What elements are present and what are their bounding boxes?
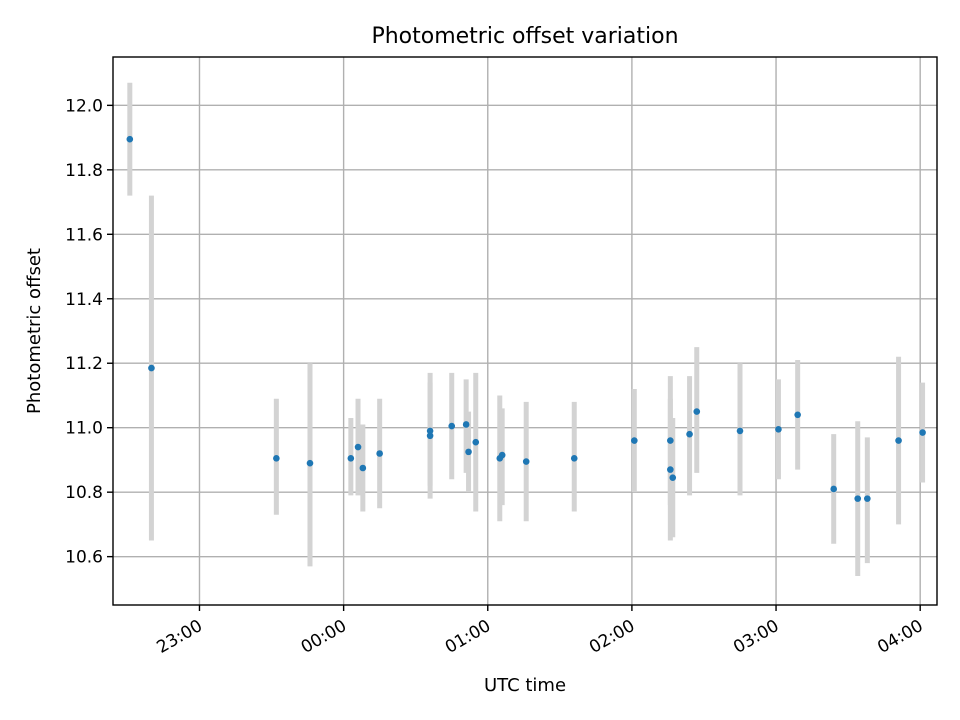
data-point (631, 437, 638, 444)
data-point (830, 485, 837, 493)
y-tick-label: 10.6 (65, 548, 103, 568)
data-point (376, 450, 383, 457)
x-tick-label: 02:00 (586, 616, 638, 658)
data-point (148, 364, 155, 372)
data-point (426, 432, 434, 440)
data-point (693, 408, 701, 415)
data-point (273, 455, 280, 462)
x-tick-label: 03:00 (730, 616, 782, 658)
y-tick-label: 11.8 (65, 161, 103, 181)
grid-lines (113, 57, 937, 605)
data-point (667, 466, 674, 473)
data-point (498, 451, 506, 459)
data-point (775, 426, 782, 433)
x-tick-label: 00:00 (298, 616, 350, 658)
y-tick-label: 11.2 (65, 354, 103, 374)
data-point (794, 411, 801, 419)
chart-title: Photometric offset variation (371, 24, 678, 49)
x-axis-label: UTC time (484, 675, 566, 696)
y-tick-label: 11.4 (65, 290, 103, 310)
data-point (465, 448, 472, 456)
data-point (669, 474, 677, 481)
data-point (426, 427, 434, 435)
x-tick-label: 23:00 (154, 616, 206, 658)
data-point (347, 455, 355, 462)
data-point (354, 443, 362, 451)
y-tick-label: 12.0 (65, 96, 103, 116)
y-tick-label: 10.8 (65, 483, 103, 503)
data-point (686, 430, 693, 438)
x-tick-label: 04:00 (874, 616, 926, 658)
data-point (472, 438, 480, 446)
data-point (522, 458, 530, 465)
data-point (448, 422, 456, 430)
data-point (736, 427, 744, 435)
data-point (570, 455, 578, 462)
data-point (864, 495, 871, 502)
plot-frame (112, 56, 938, 606)
data-point (854, 495, 862, 502)
data-point (667, 437, 674, 444)
data-point (895, 437, 902, 444)
data-point (359, 464, 367, 472)
y-axis: 10.6 10.8 11.0 11.2 11.4 11.6 11.8 12.0 (65, 96, 113, 568)
data-point (306, 459, 314, 467)
data-point (462, 421, 470, 428)
y-tick-label: 11.0 (65, 419, 103, 439)
data-series (126, 82, 926, 576)
x-axis: 23:00 00:00 01:00 02:00 03:00 04:00 (154, 605, 927, 658)
x-tick-label: 01:00 (442, 616, 494, 658)
y-axis-label: Photometric offset (24, 248, 45, 414)
data-point (919, 429, 926, 436)
y-tick-label: 11.6 (65, 225, 103, 245)
data-point (126, 135, 134, 143)
